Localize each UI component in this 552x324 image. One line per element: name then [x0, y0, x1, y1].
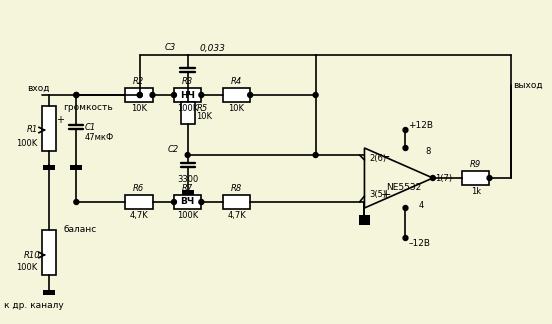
Text: 47мкФ: 47мкФ — [85, 133, 114, 143]
Text: R10: R10 — [24, 250, 41, 260]
Text: 100K: 100K — [177, 104, 198, 113]
Bar — [71, 165, 82, 170]
Text: 100K: 100K — [16, 263, 37, 272]
Bar — [42, 106, 56, 151]
Text: R1: R1 — [26, 125, 38, 134]
Circle shape — [172, 92, 177, 98]
Bar — [174, 195, 201, 209]
Bar — [174, 88, 201, 102]
Bar — [125, 195, 152, 209]
Circle shape — [150, 92, 155, 98]
Text: R8: R8 — [231, 184, 242, 193]
Circle shape — [74, 92, 79, 98]
Text: 1k: 1k — [471, 187, 481, 196]
Circle shape — [248, 92, 253, 98]
Text: C2: C2 — [168, 145, 179, 155]
Text: к др. каналу: к др. каналу — [4, 300, 64, 309]
Text: C1: C1 — [85, 123, 97, 133]
Text: +: + — [56, 115, 63, 125]
Bar — [42, 230, 56, 275]
Circle shape — [403, 145, 408, 151]
Text: 4,7K: 4,7K — [227, 211, 246, 220]
Text: баланс: баланс — [63, 226, 97, 235]
Circle shape — [403, 236, 408, 240]
Text: громкость: громкость — [63, 102, 113, 111]
Bar — [182, 190, 194, 195]
Text: 0,033: 0,033 — [199, 43, 225, 52]
Bar — [43, 290, 55, 295]
Text: 10K: 10K — [197, 112, 213, 121]
Text: –12В: –12В — [408, 238, 431, 248]
Text: 10K: 10K — [131, 104, 147, 113]
Text: –: – — [383, 151, 389, 165]
Text: вход: вход — [28, 84, 50, 92]
Text: R5: R5 — [197, 104, 208, 113]
Text: 3(5): 3(5) — [369, 191, 386, 200]
Text: 100K: 100K — [16, 138, 37, 147]
Circle shape — [137, 92, 142, 98]
Circle shape — [199, 92, 204, 98]
Text: 3300: 3300 — [177, 175, 198, 184]
Bar — [181, 102, 194, 124]
Circle shape — [403, 205, 408, 211]
Circle shape — [74, 200, 79, 204]
Text: 8: 8 — [425, 147, 431, 156]
Bar — [125, 88, 152, 102]
Bar — [223, 195, 250, 209]
Text: R7: R7 — [182, 184, 193, 193]
Circle shape — [431, 176, 436, 180]
Text: 2(6): 2(6) — [369, 154, 386, 163]
Circle shape — [185, 153, 190, 157]
Circle shape — [199, 200, 204, 204]
Text: NE5532: NE5532 — [386, 183, 421, 192]
Text: 10K: 10K — [229, 104, 245, 113]
Circle shape — [172, 200, 177, 204]
Text: 4: 4 — [418, 201, 423, 210]
Text: ВЧ: ВЧ — [181, 198, 195, 206]
Bar — [359, 220, 370, 225]
Text: НЧ: НЧ — [180, 90, 195, 99]
Text: 1(7): 1(7) — [435, 173, 452, 182]
Circle shape — [74, 92, 79, 98]
Text: R2: R2 — [133, 77, 145, 86]
Circle shape — [487, 176, 492, 180]
Text: +12В: +12В — [408, 121, 433, 130]
Bar — [359, 215, 370, 220]
Text: 100K: 100K — [177, 211, 198, 220]
Text: C3: C3 — [164, 43, 176, 52]
Circle shape — [137, 92, 142, 98]
Text: выход: выход — [513, 80, 543, 89]
Text: R3: R3 — [182, 77, 193, 86]
Text: R4: R4 — [231, 77, 242, 86]
Bar — [462, 171, 490, 185]
Circle shape — [313, 92, 318, 98]
Bar — [43, 165, 55, 170]
Circle shape — [403, 128, 408, 133]
Text: +: + — [381, 189, 391, 202]
Circle shape — [313, 153, 318, 157]
Text: R6: R6 — [133, 184, 145, 193]
Text: R9: R9 — [470, 160, 481, 169]
Text: 4,7K: 4,7K — [130, 211, 148, 220]
Bar — [223, 88, 250, 102]
